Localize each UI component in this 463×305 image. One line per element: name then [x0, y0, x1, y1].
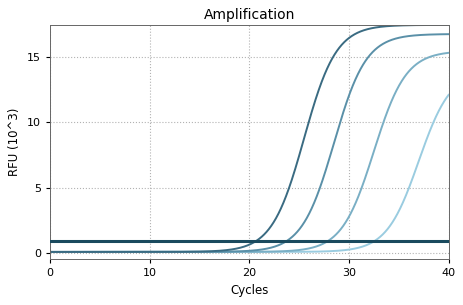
X-axis label: Cycles: Cycles: [230, 284, 268, 297]
Y-axis label: RFU (10^3): RFU (10^3): [8, 108, 21, 176]
Title: Amplification: Amplification: [203, 8, 294, 22]
